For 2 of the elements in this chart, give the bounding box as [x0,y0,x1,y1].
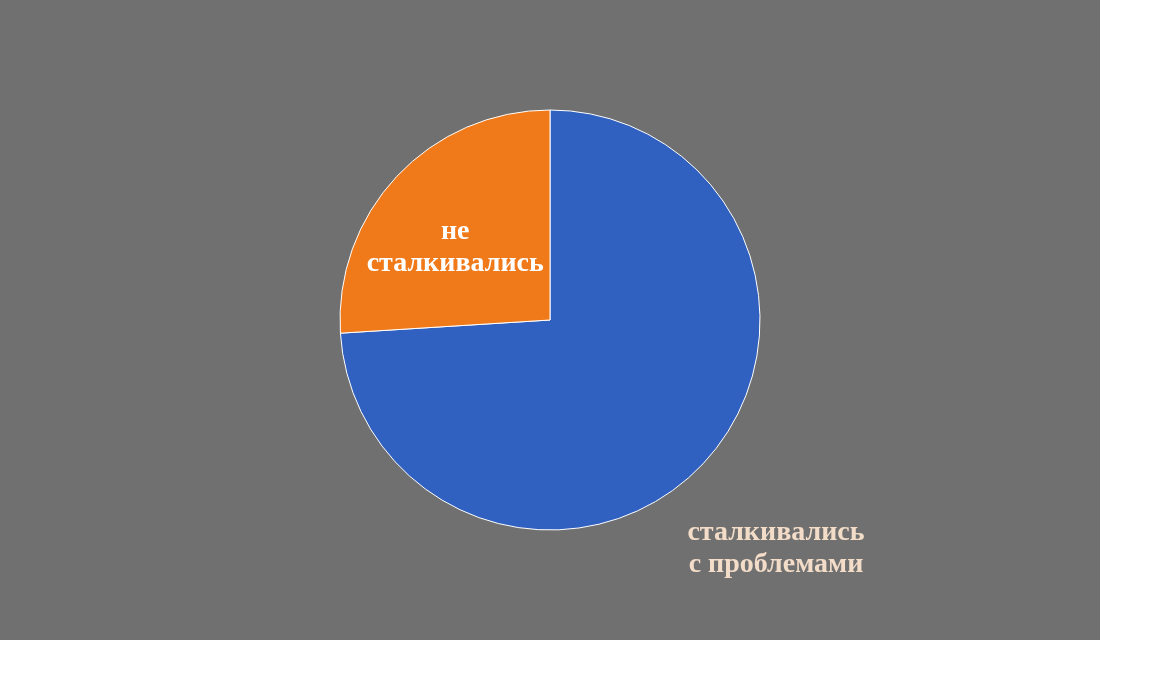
slice-label: сталкивались с проблемами [687,515,865,579]
slice-label: не сталкивались [366,214,545,278]
